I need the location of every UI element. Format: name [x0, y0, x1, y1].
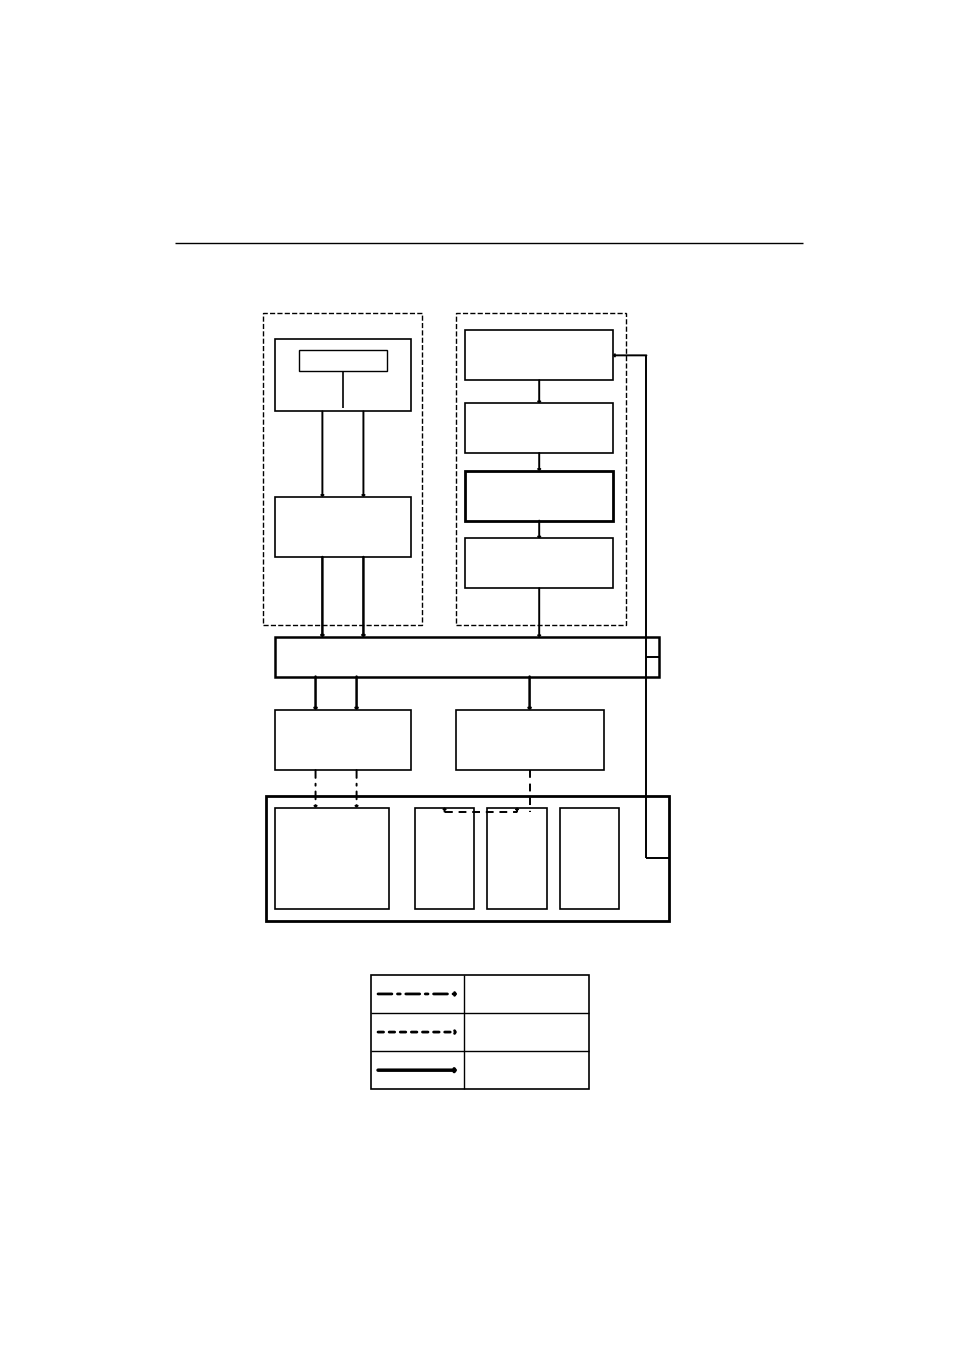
Bar [465, 539, 613, 589]
Bar [487, 807, 546, 910]
Bar [465, 331, 613, 381]
Bar [370, 975, 588, 1089]
Bar [456, 313, 625, 625]
Bar [263, 313, 422, 625]
Bar [299, 350, 386, 371]
Bar [274, 339, 411, 412]
Bar [415, 807, 474, 910]
Bar [559, 807, 618, 910]
Bar [274, 710, 411, 769]
Bar [274, 807, 389, 910]
Bar [456, 710, 603, 769]
Bar [465, 404, 613, 454]
Bar [274, 637, 659, 676]
Bar [265, 796, 668, 921]
Bar [274, 497, 411, 558]
Bar [465, 471, 613, 521]
